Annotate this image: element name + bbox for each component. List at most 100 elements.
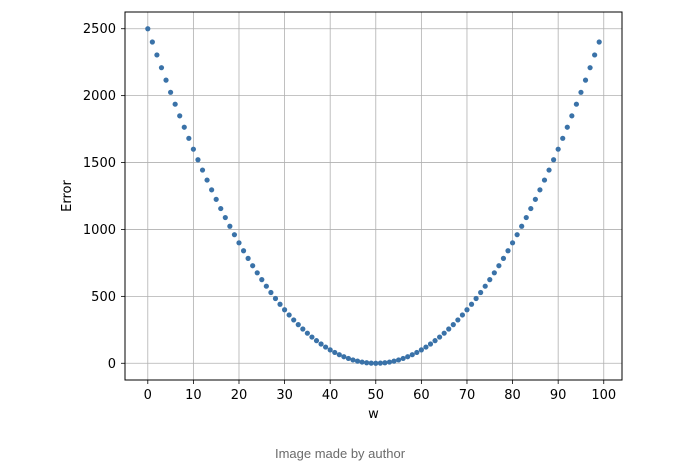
- data-point: [345, 355, 352, 362]
- data-point: [240, 248, 247, 254]
- data-point: [227, 223, 233, 229]
- data-point: [573, 101, 580, 107]
- data-point: [464, 307, 470, 313]
- data-point: [491, 270, 497, 276]
- data-point: [323, 344, 329, 350]
- data-point: [405, 354, 411, 360]
- data-point: [177, 113, 183, 119]
- y-tick-label: 2500: [83, 22, 116, 37]
- data-point: [473, 295, 479, 302]
- data-point: [505, 248, 511, 254]
- data-point: [272, 295, 279, 302]
- data-point: [209, 187, 215, 193]
- data-point: [409, 352, 415, 358]
- data-point: [295, 321, 301, 328]
- x-tick-label: 80: [504, 388, 521, 403]
- data-point: [222, 214, 228, 221]
- data-point: [350, 357, 356, 363]
- image-caption: Image made by author: [275, 446, 406, 461]
- data-point: [373, 360, 379, 366]
- data-point: [263, 283, 269, 289]
- data-point: [441, 330, 447, 336]
- data-point: [281, 307, 288, 313]
- data-point: [181, 124, 187, 130]
- data-point: [528, 205, 534, 212]
- data-point: [514, 232, 520, 238]
- data-point: [158, 65, 165, 71]
- data-point: [268, 289, 274, 296]
- data-point: [468, 301, 475, 307]
- data-point: [236, 240, 242, 246]
- axis-ticks: 0 10 20 30 40 50 60 70 80 90 100050010001500200025…: [83, 22, 616, 403]
- data-point: [551, 157, 557, 163]
- data-point: [455, 317, 461, 323]
- data-point: [487, 277, 493, 283]
- x-tick-label: 100: [591, 388, 616, 403]
- data-point: [286, 312, 292, 318]
- data-points: [145, 26, 602, 366]
- data-point: [423, 344, 429, 350]
- data-point: [564, 124, 570, 130]
- data-point: [427, 341, 434, 347]
- x-tick-label: 0: [144, 388, 152, 403]
- data-point: [582, 77, 589, 83]
- data-point: [560, 135, 566, 141]
- data-point: [509, 240, 516, 246]
- data-point: [432, 338, 438, 344]
- data-point: [195, 157, 201, 163]
- data-point: [149, 39, 155, 45]
- data-point: [218, 205, 224, 212]
- y-tick-label: 500: [91, 290, 116, 305]
- data-point: [309, 334, 315, 340]
- data-point: [245, 255, 251, 261]
- data-point: [386, 359, 393, 365]
- y-tick-label: 2000: [83, 89, 116, 104]
- x-tick-label: 60: [413, 388, 430, 403]
- data-point: [368, 360, 374, 366]
- x-tick-label: 70: [459, 388, 476, 403]
- data-point: [163, 77, 169, 83]
- data-point: [532, 196, 538, 202]
- data-point: [327, 347, 333, 353]
- x-tick-label: 30: [276, 388, 293, 403]
- plot-frame: [124, 11, 623, 381]
- data-point: [546, 167, 552, 173]
- data-point: [231, 232, 238, 238]
- x-tick-label: 90: [550, 388, 567, 403]
- data-point: [204, 177, 210, 183]
- data-point: [500, 255, 507, 261]
- x-tick-label: 40: [322, 388, 339, 403]
- data-point: [300, 326, 306, 332]
- data-point: [592, 52, 598, 58]
- data-point: [167, 89, 174, 95]
- data-point: [254, 270, 260, 276]
- data-point: [336, 352, 342, 358]
- data-point: [199, 167, 206, 173]
- data-point: [318, 341, 324, 347]
- data-point: [478, 289, 484, 296]
- data-point: [519, 223, 525, 229]
- data-point: [154, 52, 160, 58]
- data-point: [291, 317, 297, 323]
- data-point: [395, 357, 402, 363]
- y-tick-label: 0: [108, 357, 116, 372]
- data-point: [587, 65, 593, 71]
- data-point: [596, 39, 602, 45]
- data-point: [190, 146, 196, 152]
- y-tick-label: 1500: [83, 156, 116, 171]
- data-point: [578, 89, 584, 95]
- data-point: [382, 360, 388, 366]
- data-point: [313, 338, 320, 344]
- data-point: [213, 196, 219, 202]
- data-point: [437, 334, 443, 340]
- data-point: [555, 146, 561, 152]
- data-point: [541, 177, 548, 183]
- data-point: [359, 359, 365, 365]
- data-point: [482, 283, 488, 289]
- data-point: [391, 358, 397, 364]
- data-point: [354, 358, 361, 364]
- x-axis-label: w: [368, 407, 379, 422]
- data-point: [569, 113, 575, 119]
- data-point: [446, 326, 452, 332]
